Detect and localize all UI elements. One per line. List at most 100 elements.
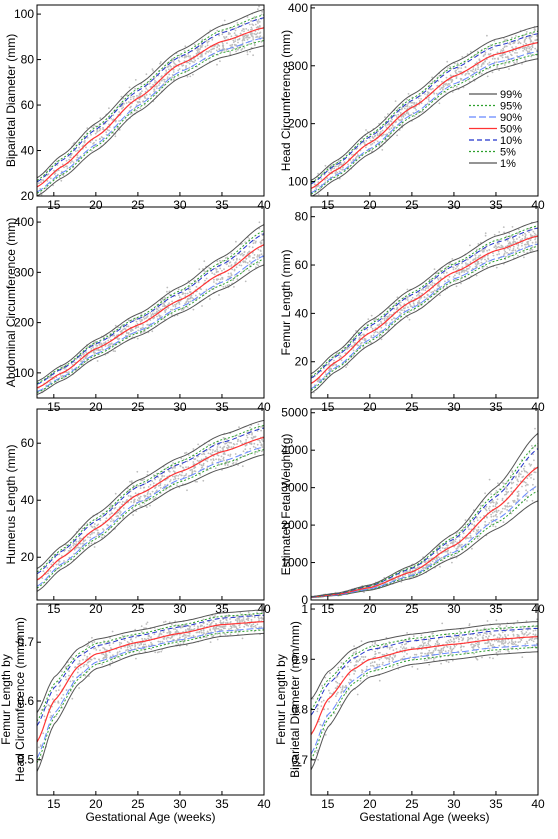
observation-point	[227, 265, 230, 268]
observation-point	[82, 665, 85, 668]
percentile-line-p10	[37, 446, 264, 587]
observation-point	[118, 650, 121, 653]
observation-point	[198, 463, 201, 466]
observation-point	[391, 124, 394, 126]
observation-point	[248, 433, 251, 435]
observation-point	[141, 90, 143, 93]
observation-point	[204, 45, 207, 48]
observation-point	[186, 460, 189, 463]
observation-point	[202, 462, 205, 465]
observation-point	[480, 261, 483, 264]
observation-point	[494, 57, 496, 60]
observation-point	[212, 459, 215, 461]
x-tick-label: 25	[405, 602, 419, 616]
observation-point	[458, 543, 460, 545]
observation-point	[258, 21, 261, 23]
observation-point	[153, 633, 156, 635]
observation-point	[151, 330, 154, 333]
observation-point	[171, 300, 174, 303]
plot-area	[37, 419, 264, 592]
percentile-line-p95	[37, 230, 264, 384]
observation-point	[159, 484, 162, 487]
observation-point	[182, 292, 184, 294]
observation-point	[195, 52, 198, 55]
observation-point	[109, 664, 111, 667]
observation-point	[461, 73, 463, 76]
observation-point	[360, 334, 362, 337]
observation-point	[508, 68, 510, 70]
observation-point	[144, 495, 147, 497]
observation-point	[504, 505, 506, 507]
observation-point	[476, 61, 478, 64]
observation-point	[130, 480, 133, 482]
observation-point	[417, 570, 420, 572]
x-tick-label: 15	[321, 198, 335, 212]
x-tick-label: 35	[489, 400, 503, 414]
observation-point	[107, 344, 110, 347]
percentile-line-p10	[311, 243, 538, 390]
observation-point	[99, 137, 101, 140]
observation-point	[70, 153, 73, 156]
observation-point	[316, 749, 319, 752]
observation-point	[507, 505, 509, 508]
observation-point	[529, 249, 531, 252]
observation-point	[110, 518, 113, 520]
observation-point	[232, 446, 235, 448]
observation-point	[243, 30, 245, 33]
observation-point	[507, 242, 510, 245]
observation-point	[107, 339, 110, 342]
observation-point	[127, 101, 130, 103]
observation-point	[328, 362, 330, 365]
percentile-line-p90	[311, 448, 538, 598]
observation-point	[502, 226, 505, 229]
observation-point	[245, 439, 248, 441]
observation-point	[229, 621, 232, 624]
observation-point	[340, 359, 343, 362]
observation-point	[524, 484, 527, 487]
observation-point	[449, 78, 452, 81]
observation-point	[170, 623, 173, 626]
observation-point	[438, 285, 441, 288]
observation-point	[182, 642, 185, 644]
x-tick-label: 25	[131, 797, 145, 811]
observation-point	[234, 275, 237, 278]
observation-point	[233, 268, 236, 271]
observation-point	[209, 641, 212, 643]
observation-point	[73, 361, 76, 364]
observation-point	[71, 656, 73, 659]
observation-point	[49, 716, 52, 719]
observation-cloud	[38, 5, 264, 196]
observation-point	[173, 634, 175, 637]
observation-point	[241, 465, 244, 468]
observation-point	[527, 45, 530, 48]
observation-point	[439, 88, 442, 91]
observation-point	[77, 546, 79, 549]
observation-point	[204, 52, 207, 55]
observation-point	[109, 637, 111, 639]
observation-point	[194, 294, 197, 297]
observation-point	[317, 193, 320, 196]
observation-point	[363, 337, 366, 340]
observation-point	[469, 266, 471, 268]
observation-point	[127, 332, 130, 334]
observation-point	[475, 532, 478, 534]
x-tick-label: 30	[447, 602, 461, 616]
percentile-line-p1	[311, 250, 538, 394]
observation-point	[404, 114, 407, 116]
observation-point	[58, 560, 61, 563]
observation-point	[316, 373, 318, 376]
observation-point	[241, 39, 244, 42]
observation-point	[65, 159, 68, 162]
observation-point	[172, 628, 175, 630]
observation-point	[226, 42, 228, 44]
observation-point	[175, 630, 178, 633]
observation-point	[162, 317, 165, 320]
observation-point	[521, 234, 524, 237]
observation-point	[133, 498, 136, 501]
observation-point	[504, 508, 506, 510]
observation-point	[122, 328, 125, 331]
observation-point	[222, 621, 225, 624]
observation-point	[104, 643, 106, 645]
observation-point	[355, 330, 357, 332]
observation-point	[223, 19, 226, 22]
